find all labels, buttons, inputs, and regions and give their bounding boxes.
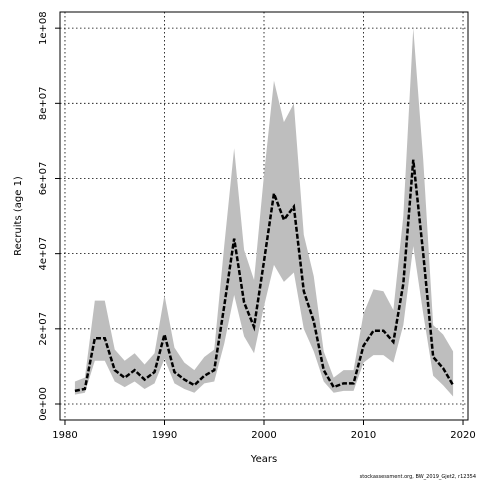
- x-tick-label: 2010: [351, 430, 376, 441]
- line: [74, 159, 455, 393]
- plot-frame: [59, 11, 469, 421]
- y-axis-label: Recruits (age 1): [13, 176, 24, 256]
- x-axis-label: Years: [250, 454, 277, 465]
- confidence-band: [74, 28, 454, 397]
- y-tick-label: 8e+07: [38, 87, 49, 121]
- source-note: stockassessment.org, BW_2019_Gjet2, r123…: [360, 474, 476, 480]
- x-tick-label: 2000: [251, 430, 276, 441]
- y-tick-label: 6e+07: [38, 162, 49, 196]
- y-tick-label: 0e+00: [38, 387, 49, 421]
- y-tick-label: 2e+07: [38, 312, 49, 346]
- x-tick-label: 2020: [450, 430, 475, 441]
- y-tick-label: 1e+08: [38, 11, 49, 45]
- x-tick-label: 1980: [52, 430, 77, 441]
- x-tick-label: 1990: [152, 430, 177, 441]
- y-tick-label: 4e+07: [38, 237, 49, 271]
